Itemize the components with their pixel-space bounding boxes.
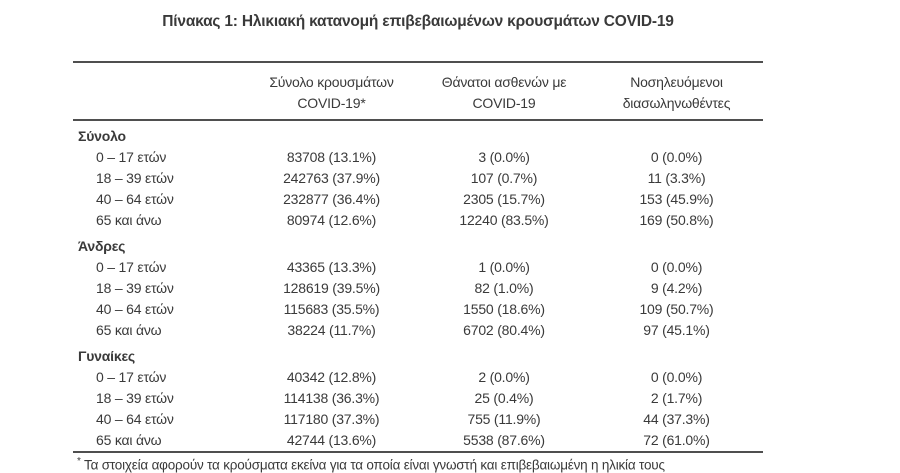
document-page: Πίνακας 1: Ηλικιακή κατανομή επιβεβαιωμέ… xyxy=(0,13,900,473)
column-header-intubated-line2: διασωληνωθέντες xyxy=(622,95,731,111)
table-title: Πίνακας 1: Ηλικιακή κατανομή επιβεβαιωμέ… xyxy=(162,13,674,30)
age-label: 65 και άνω xyxy=(96,212,162,228)
cases-value: 115683 (35.5%) xyxy=(283,301,380,317)
table-row: 65 και άνω 42744 (13.6%) 5538 (87.6%) 72… xyxy=(73,430,763,451)
column-header-deaths: Θάνατοι ασθενών με COVID-19 xyxy=(418,72,590,114)
deaths-value: 6702 (80.4%) xyxy=(463,322,545,338)
footnote-text: Τα στοιχεία αφορούν τα κρούσματα εκείνα … xyxy=(84,457,665,473)
table-row: 0 – 17 ετών 83708 (13.1%) 3 (0.0%) 0 (0.… xyxy=(73,147,763,168)
deaths-value: 1550 (18.6%) xyxy=(463,301,545,317)
deaths-value: 5538 (87.6%) xyxy=(463,432,545,448)
intubated-value: 11 (3.3%) xyxy=(647,170,706,186)
table-top-rule xyxy=(73,61,763,63)
covid-age-distribution-table: Σύνολο κρουσμάτων COVID-19* Θάνατοι ασθε… xyxy=(73,61,763,473)
table-bottom-rule xyxy=(73,451,763,453)
table-row: 18 – 39 ετών 128619 (39.5%) 82 (1.0%) 9 … xyxy=(73,278,763,299)
cases-value: 38224 (11.7%) xyxy=(287,322,376,338)
table-row: 0 – 17 ετών 40342 (12.8%) 2 (0.0%) 0 (0.… xyxy=(73,367,763,388)
cases-value: 114138 (36.3%) xyxy=(283,390,380,406)
intubated-value: 153 (45.9%) xyxy=(639,191,714,207)
table-row: 65 και άνω 38224 (11.7%) 6702 (80.4%) 97… xyxy=(73,320,763,341)
table-header-row: Σύνολο κρουσμάτων COVID-19* Θάνατοι ασθε… xyxy=(73,63,763,119)
deaths-value: 25 (0.4%) xyxy=(474,390,534,406)
table-footnote: * Τα στοιχεία αφορούν τα κρούσματα εκείν… xyxy=(73,453,763,473)
intubated-value: 0 (0.0%) xyxy=(650,149,703,165)
intubated-value: 72 (61.0%) xyxy=(643,432,710,448)
table-row: 65 και άνω 80974 (12.6%) 12240 (83.5%) 1… xyxy=(73,210,763,231)
section-header-men: Άνδρες xyxy=(78,238,126,254)
column-header-cases-line2: COVID-19* xyxy=(297,95,366,111)
deaths-value: 2305 (15.7%) xyxy=(463,191,545,207)
cases-value: 80974 (12.6%) xyxy=(286,212,377,228)
age-label: 18 – 39 ετών xyxy=(96,280,174,296)
deaths-value: 12240 (83.5%) xyxy=(459,212,549,228)
table-row: 40 – 64 ετών 232877 (36.4%) 2305 (15.7%)… xyxy=(73,189,763,210)
age-label: 0 – 17 ετών xyxy=(96,259,167,275)
intubated-value: 169 (50.8%) xyxy=(639,212,714,228)
table-row: 0 – 17 ετών 43365 (13.3%) 1 (0.0%) 0 (0.… xyxy=(73,257,763,278)
column-header-cases-line1: Σύνολο κρουσμάτων xyxy=(269,74,394,90)
deaths-value: 2 (0.0%) xyxy=(478,369,530,385)
table-row: 18 – 39 ετών 242763 (37.9%) 107 (0.7%) 1… xyxy=(73,168,763,189)
age-label: 65 και άνω xyxy=(96,432,162,448)
cases-value: 232877 (36.4%) xyxy=(283,191,380,207)
cases-value: 40342 (12.8%) xyxy=(286,369,377,385)
intubated-value: 44 (37.3%) xyxy=(643,411,710,427)
column-header-deaths-line2: COVID-19 xyxy=(472,95,536,111)
table-row: 18 – 39 ετών 114138 (36.3%) 25 (0.4%) 2 … xyxy=(73,388,763,409)
age-label: 0 – 17 ετών xyxy=(96,369,167,385)
age-label: 65 και άνω xyxy=(96,322,162,338)
intubated-value: 109 (50.7%) xyxy=(639,301,714,317)
intubated-value: 2 (1.7%) xyxy=(650,390,703,406)
intubated-value: 9 (4.2%) xyxy=(650,280,703,296)
deaths-value: 1 (0.0%) xyxy=(478,259,530,275)
intubated-value: 0 (0.0%) xyxy=(650,259,703,275)
cases-value: 242763 (37.9%) xyxy=(283,170,380,186)
age-label: 40 – 64 ετών xyxy=(96,411,174,427)
section-header-total: Σύνολο xyxy=(78,128,126,144)
cases-value: 43365 (13.3%) xyxy=(286,259,377,275)
table-header-separator-rule xyxy=(73,119,763,121)
cases-value: 117180 (37.3%) xyxy=(283,411,380,427)
cases-value: 42744 (13.6%) xyxy=(286,432,377,448)
deaths-value: 755 (11.9%) xyxy=(467,411,541,427)
column-header-deaths-line1: Θάνατοι ασθενών με xyxy=(441,74,567,90)
column-header-cases: Σύνολο κρουσμάτων COVID-19* xyxy=(245,72,418,114)
intubated-value: 97 (45.1%) xyxy=(643,322,710,338)
table-row: 40 – 64 ετών 117180 (37.3%) 755 (11.9%) … xyxy=(73,409,763,430)
section-header-women: Γυναίκες xyxy=(78,348,135,364)
table-row: 40 – 64 ετών 115683 (35.5%) 1550 (18.6%)… xyxy=(73,299,763,320)
column-header-intubated-line1: Νοσηλευόμενοι xyxy=(630,74,723,90)
age-label: 0 – 17 ετών xyxy=(96,149,167,165)
deaths-value: 3 (0.0%) xyxy=(478,149,530,165)
cases-value: 128619 (39.5%) xyxy=(283,280,380,296)
age-label: 40 – 64 ετών xyxy=(96,191,174,207)
cases-value: 83708 (13.1%) xyxy=(286,149,377,165)
age-label: 18 – 39 ετών xyxy=(96,390,174,406)
column-header-intubated: Νοσηλευόμενοι διασωληνωθέντες xyxy=(590,72,763,114)
age-label: 18 – 39 ετών xyxy=(96,170,174,186)
footnote-asterisk: * xyxy=(77,456,81,467)
deaths-value: 107 (0.7%) xyxy=(470,170,538,186)
intubated-value: 0 (0.0%) xyxy=(650,369,703,385)
age-label: 40 – 64 ετών xyxy=(96,301,174,317)
deaths-value: 82 (1.0%) xyxy=(474,280,534,296)
